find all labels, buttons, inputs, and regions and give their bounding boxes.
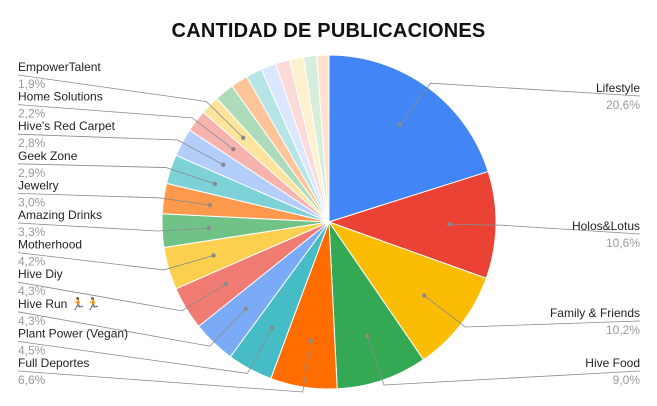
leader-line (449, 223, 641, 235)
label-layer: Lifestyle 20,6% Holos&Lotus 10,6% Family & F… (18, 60, 640, 387)
slice-label: Full Deportes (18, 356, 89, 370)
slice-label: Hive Run 🏃🏃 (18, 297, 101, 311)
leader-line (17, 252, 214, 271)
slice-label: EmpowerTalent (18, 60, 101, 74)
leader-dot (269, 325, 275, 331)
slice-label: Family & Friends (550, 306, 640, 320)
slice-label: Geek Zone (18, 149, 78, 163)
slice-label: Plant Power (Vegan) (18, 326, 128, 340)
leader-line (17, 222, 209, 232)
pie-slice (316, 54, 330, 223)
slice-percent-label: 9,0% (613, 373, 641, 387)
leader-line (367, 335, 641, 386)
leader-dot (211, 253, 216, 258)
slice-label: Hive Food (585, 356, 640, 370)
leader-line (17, 163, 216, 185)
slice-percent-label: 2,9% (18, 166, 46, 180)
leader-line (17, 308, 247, 347)
slice-label: Lifestyle (596, 81, 640, 95)
leader-layer (17, 74, 641, 393)
leader-dot (397, 122, 403, 128)
leader-dot (243, 306, 249, 312)
slice-percent-label: 6,6% (18, 373, 46, 387)
slice-layer (161, 54, 497, 390)
slice-percent-label: 20,6% (606, 98, 640, 112)
leader-line (17, 281, 227, 312)
leader-line (17, 340, 312, 393)
leader-dot (231, 146, 236, 152)
slice-percent-label: 1,9% (18, 77, 46, 91)
slice-percent-label: 10,2% (606, 323, 640, 337)
leader-dot (223, 281, 229, 287)
slice-percent-label: 10,6% (606, 236, 640, 250)
leader-dot (212, 181, 218, 187)
slice-percent-label: 2,8% (18, 136, 46, 150)
leader-line (17, 327, 273, 374)
slice-percent-label: 4,2% (18, 255, 46, 269)
leader-dot (447, 222, 452, 227)
chart-title: CANTIDAD DE PUBLICACIONES (171, 20, 486, 42)
leader-dot (206, 226, 212, 231)
slice-percent-label: 3,0% (18, 195, 46, 209)
leader-dot (207, 202, 213, 208)
slice-label: Motherhood (18, 238, 82, 252)
slice-percent-label: 4,3% (18, 284, 46, 298)
slice-percent-label: 4,3% (18, 314, 46, 328)
leader-dot (221, 162, 226, 167)
leader-line (399, 82, 641, 126)
slice-percent-label: 3,3% (18, 225, 46, 239)
slice-label: Hive Diy (18, 267, 63, 281)
leader-line (17, 74, 244, 139)
leader-line (423, 295, 641, 328)
leader-line (17, 104, 234, 150)
leader-line (17, 133, 224, 166)
leader-dot (422, 293, 427, 298)
slice-label: Jewelry (18, 178, 59, 192)
slice-label: Amazing Drinks (18, 208, 102, 222)
leader-dot (241, 135, 246, 140)
slice-label: Home Solutions (18, 90, 103, 104)
leader-dot (308, 338, 313, 344)
slice-label: Hive's Red Carpet (18, 119, 116, 133)
slice-percent-label: 2,2% (18, 107, 46, 121)
slice-percent-label: 4,5% (18, 343, 46, 357)
leader-line (17, 193, 211, 206)
slice-label: Holos&Lotus (572, 219, 640, 233)
leader-dot (365, 333, 370, 339)
